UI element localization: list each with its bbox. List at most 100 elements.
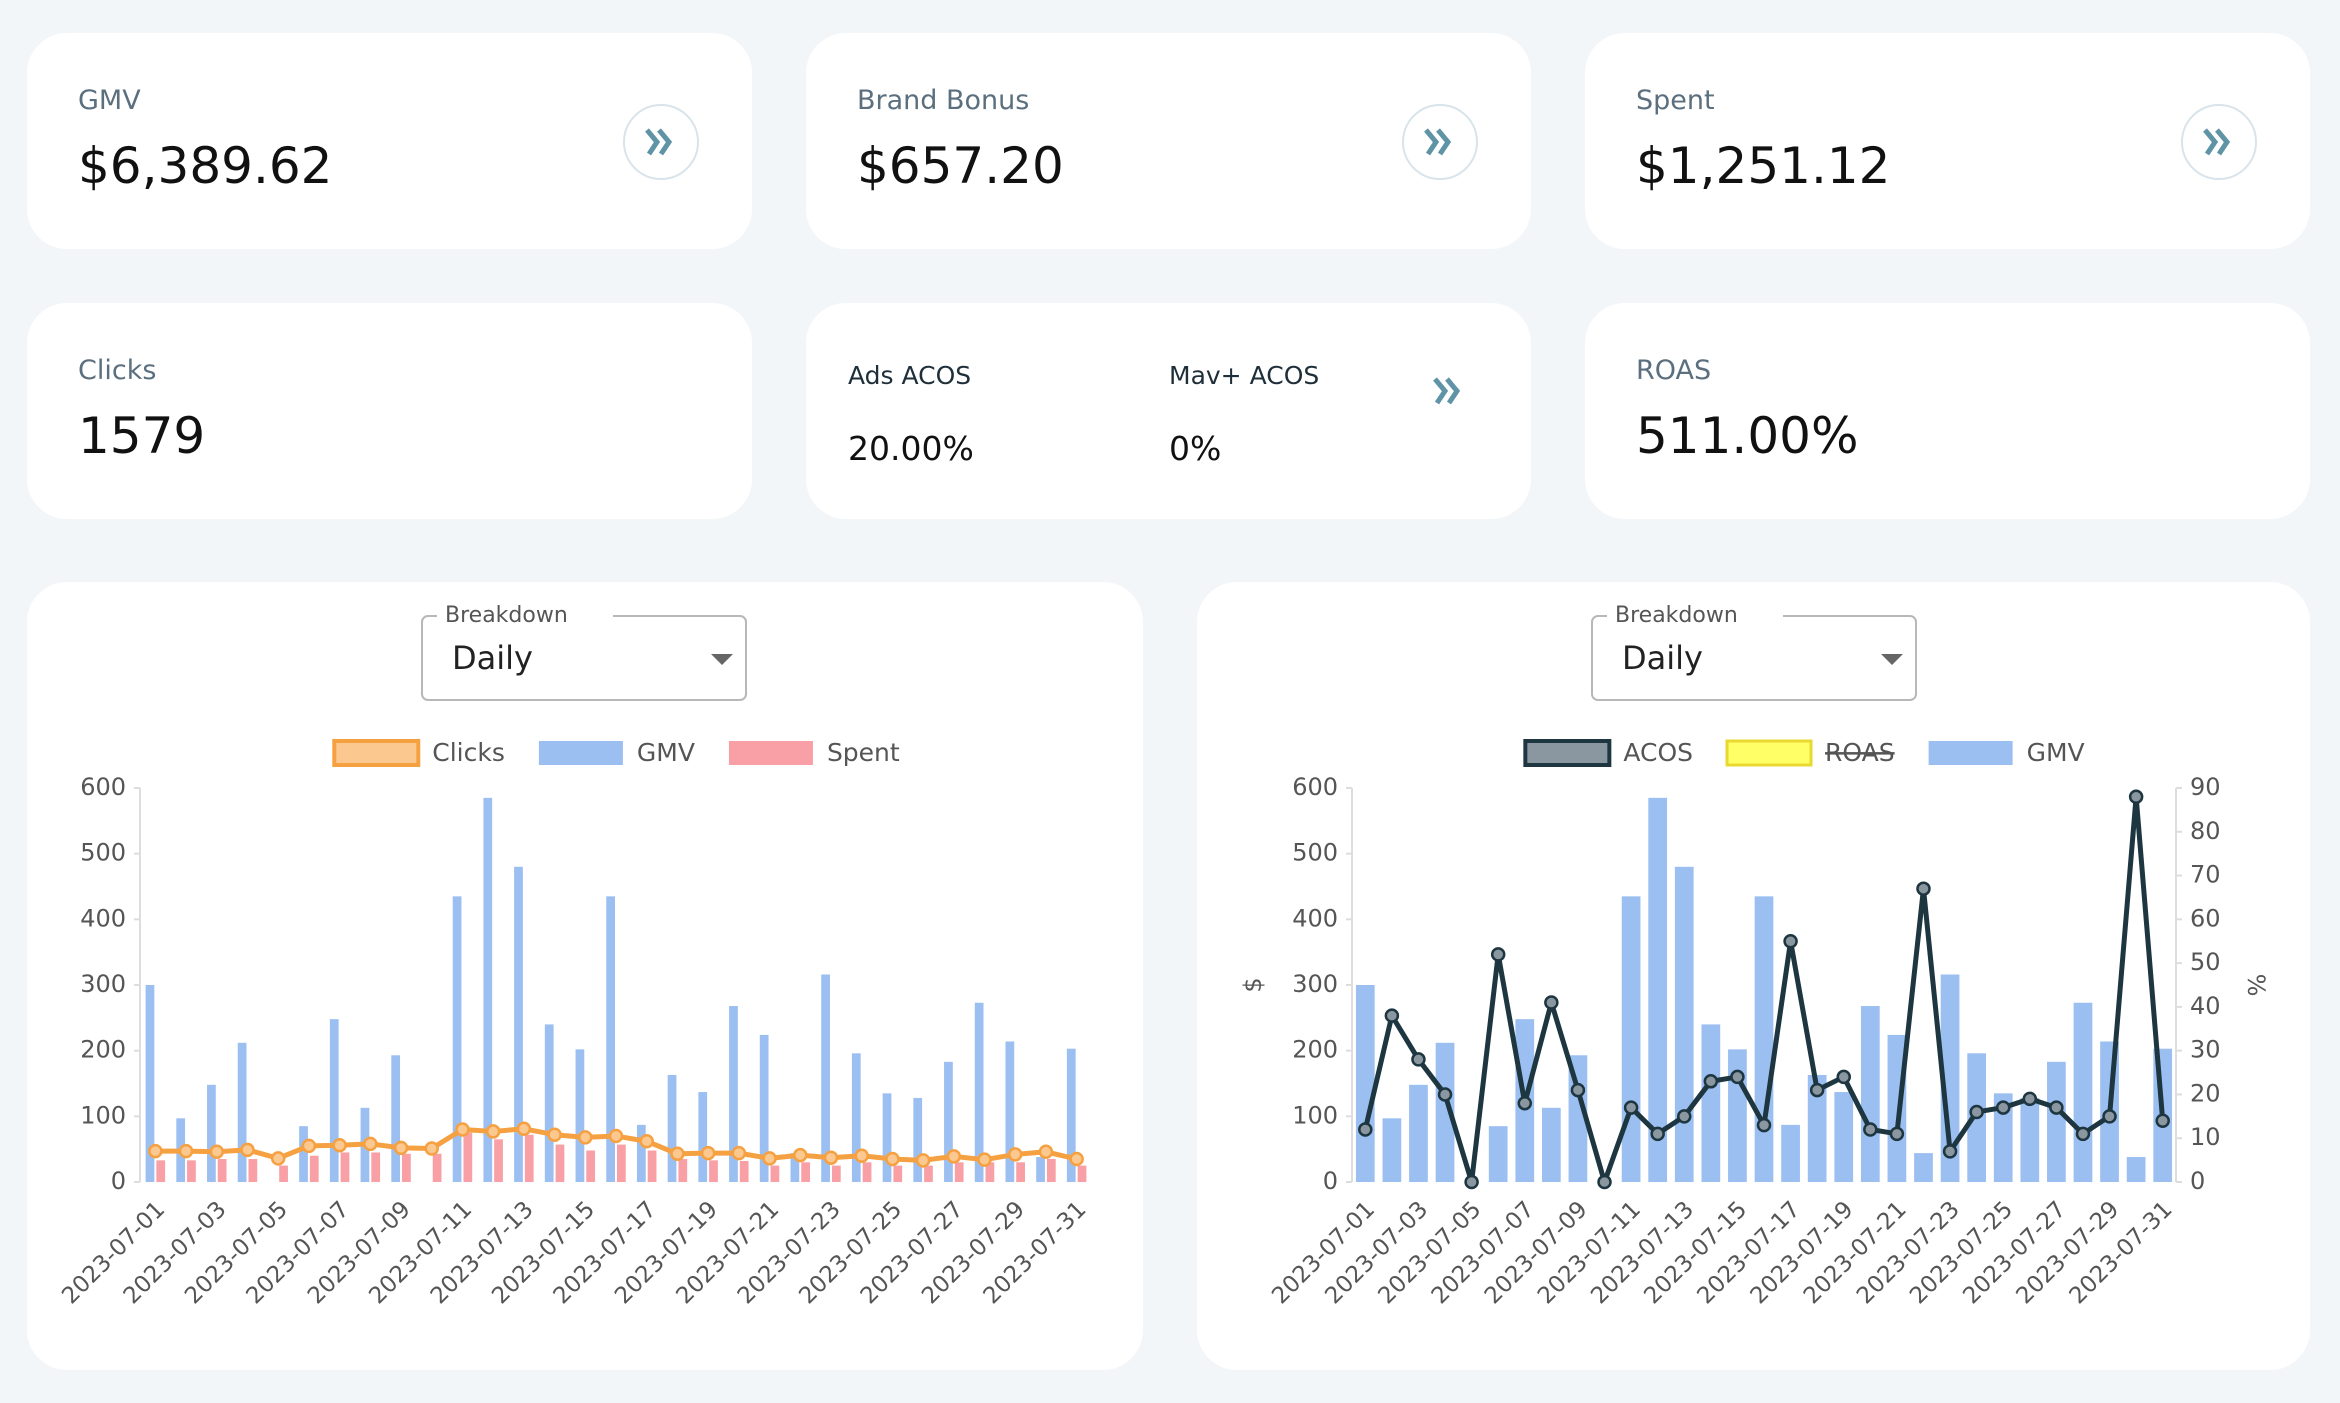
- legend-swatch: [1523, 739, 1612, 767]
- bar: [187, 1160, 196, 1182]
- dropdown-value: Daily: [452, 639, 533, 677]
- card-value: 1579: [78, 407, 206, 465]
- spent-card: Spent $1,251.12: [1585, 33, 2310, 249]
- y2-tick-label: 80: [2190, 817, 2221, 845]
- card-value: 0%: [1169, 429, 1222, 468]
- bar: [1781, 1124, 1800, 1182]
- bar: [514, 866, 523, 1182]
- point: [977, 1152, 992, 1167]
- y-tick-label: 600: [1292, 773, 1338, 801]
- bar: [371, 1152, 381, 1182]
- card-value: $6,389.62: [78, 137, 333, 195]
- point: [1437, 1087, 1453, 1102]
- y-axis-label: $: [1239, 977, 1267, 992]
- detail-icon[interactable]: [1400, 102, 1480, 182]
- bar: [2047, 1061, 2066, 1182]
- bar: [2126, 1157, 2146, 1182]
- y2-tick-label: 10: [2190, 1123, 2221, 1151]
- y-tick-label: 400: [80, 904, 126, 932]
- y-tick-label: 0: [111, 1167, 126, 1195]
- bar: [544, 1024, 554, 1182]
- y2-tick-label: 30: [2190, 1036, 2221, 1064]
- point: [1969, 1104, 1984, 1120]
- bar: [1914, 1153, 1933, 1182]
- brand-bonus-card: Brand Bonus $657.20: [806, 33, 1531, 249]
- legend-label: Clicks: [432, 738, 505, 767]
- point: [854, 1148, 869, 1163]
- point: [1570, 1082, 1586, 1098]
- card-label: Clicks: [78, 355, 157, 386]
- point: [332, 1137, 347, 1153]
- detail-icon[interactable]: [621, 102, 701, 182]
- point: [393, 1140, 409, 1156]
- dropdown-value: Daily: [1622, 639, 1703, 677]
- point: [1597, 1174, 1612, 1190]
- card-label: Mav+ ACOS: [1169, 361, 1320, 390]
- y-tick-label: 600: [80, 773, 126, 801]
- legend-label: GMV: [637, 738, 695, 767]
- legend-label: ROAS: [1825, 738, 1895, 767]
- legend-swatch: [1725, 739, 1813, 767]
- bar: [862, 1162, 872, 1182]
- point: [578, 1130, 593, 1145]
- point: [1836, 1069, 1851, 1085]
- point: [2049, 1100, 2064, 1115]
- point: [209, 1144, 225, 1160]
- bar: [248, 1159, 258, 1182]
- point: [301, 1138, 317, 1154]
- bar: [279, 1165, 288, 1182]
- y-tick-label: 0: [1323, 1167, 1338, 1195]
- detail-icon[interactable]: [1421, 361, 1481, 421]
- bar: [606, 896, 615, 1182]
- legend-label: ACOS: [1623, 738, 1693, 767]
- bar: [729, 1006, 738, 1182]
- legend-swatch: [1928, 741, 2013, 765]
- point: [1007, 1147, 1023, 1162]
- bar: [759, 1034, 769, 1182]
- card-value: $657.20: [857, 137, 1064, 195]
- point: [670, 1146, 685, 1162]
- gmv-card: GMV $6,389.62: [27, 33, 752, 249]
- bar: [1648, 797, 1668, 1182]
- detail-icon[interactable]: [2179, 102, 2259, 182]
- clicks-card: Clicks 1579: [27, 303, 752, 519]
- card-label: GMV: [78, 85, 141, 116]
- card-label: Ads ACOS: [848, 361, 972, 390]
- legend-label: Spent: [827, 738, 900, 767]
- bar: [1940, 974, 1960, 1182]
- point: [2102, 1109, 2117, 1124]
- point: [885, 1151, 900, 1167]
- chart-panel: Breakdown Daily 0 100 200 300 400 500 600 0 10 20 30…: [1197, 582, 2310, 1370]
- point: [2128, 789, 2144, 805]
- y-tick-label: 100: [80, 1101, 126, 1129]
- bar: [985, 1162, 995, 1182]
- y2-tick-label: 70: [2190, 861, 2221, 889]
- bar: [1807, 1074, 1827, 1182]
- bar: [1046, 1159, 1056, 1182]
- point: [178, 1143, 194, 1159]
- bar: [851, 1053, 861, 1182]
- bar: [156, 1160, 166, 1182]
- point: [762, 1151, 777, 1166]
- bar: [217, 1159, 227, 1182]
- point: [363, 1136, 378, 1152]
- card-value: 511.00%: [1636, 407, 1859, 465]
- bar: [1036, 1157, 1045, 1182]
- bar: [954, 1162, 964, 1182]
- bar: [524, 1134, 534, 1182]
- point: [1650, 1126, 1665, 1142]
- bar: [1382, 1118, 1402, 1182]
- point: [516, 1121, 532, 1137]
- bar: [340, 1152, 350, 1182]
- point: [639, 1134, 654, 1149]
- card-value: $1,251.12: [1636, 137, 1891, 195]
- y2-tick-label: 90: [2190, 773, 2221, 801]
- point: [485, 1124, 501, 1139]
- bar: [1674, 866, 1694, 1182]
- point: [1411, 1052, 1426, 1067]
- dropdown-arrow: [1881, 654, 1903, 665]
- legend: ACOS ROAS GMV: [1523, 738, 2085, 767]
- y2-tick-label: 20: [2190, 1079, 2221, 1107]
- card-value: 20.00%: [848, 429, 974, 468]
